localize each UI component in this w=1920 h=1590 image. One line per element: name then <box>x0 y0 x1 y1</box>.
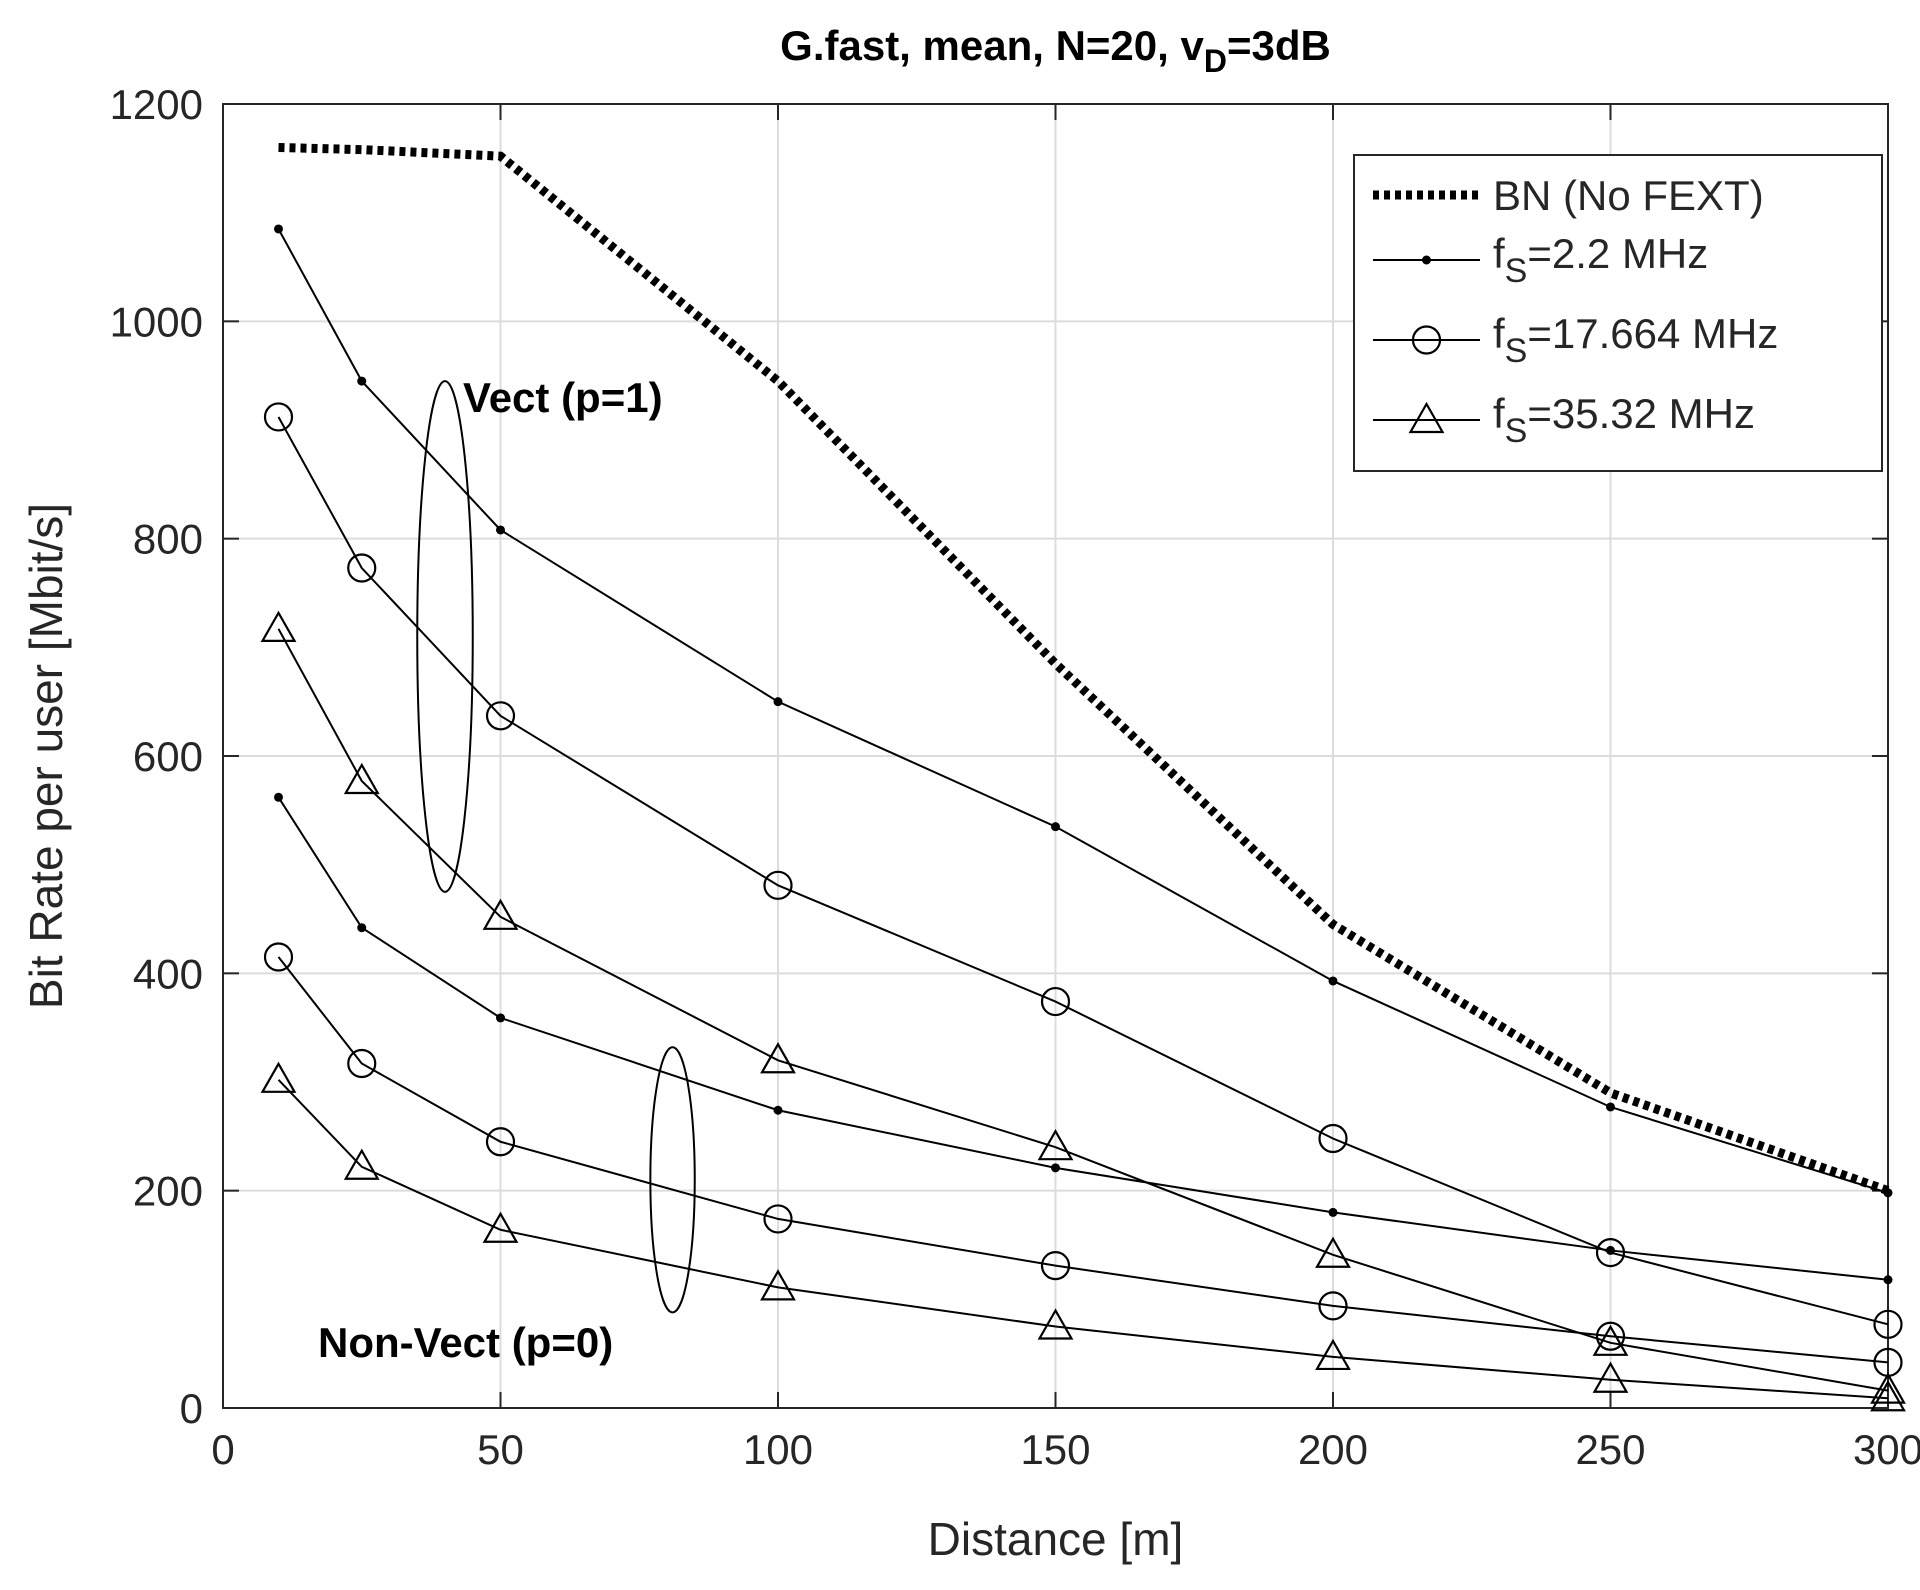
data-point-triangle <box>260 1061 297 1093</box>
series-6 <box>260 1061 1906 1412</box>
data-point-circle <box>1318 1291 1348 1321</box>
data-point-circle <box>263 402 294 432</box>
data-point-triangle <box>1870 1380 1906 1412</box>
legend-box <box>1353 154 1883 472</box>
data-point-circle <box>1318 1123 1348 1154</box>
data-point-dot <box>274 224 283 234</box>
data-point-dot <box>1051 822 1060 832</box>
data-point-circle <box>763 870 793 900</box>
series-line <box>277 796 1889 1281</box>
data-point-circle <box>263 942 294 972</box>
data-point-triangle <box>343 1148 380 1180</box>
series-line <box>277 228 1889 1194</box>
y-tick-label: 600 <box>133 733 203 780</box>
x-tick-label: 150 <box>1020 1426 1090 1473</box>
data-point-circle <box>485 1127 516 1157</box>
annotation-ellipse <box>649 1046 696 1314</box>
series-2 <box>263 402 1903 1339</box>
series-line <box>277 956 1889 1364</box>
data-point-dot <box>357 376 367 386</box>
legend-marker-circle <box>1411 325 1442 355</box>
data-point-triangle <box>1037 1308 1074 1340</box>
data-point-circle <box>1595 1321 1626 1351</box>
data-point-circle <box>347 553 377 583</box>
series-5 <box>263 942 1903 1377</box>
data-point-circle <box>1873 1309 1903 1339</box>
series-line <box>277 628 1889 1392</box>
data-point-circle <box>347 1048 377 1079</box>
series-line <box>277 1079 1889 1400</box>
data-point-dot <box>1328 976 1338 986</box>
x-tick-label: 50 <box>477 1426 524 1473</box>
data-point-triangle <box>482 898 519 930</box>
legend-label: fS=2.2 MHz <box>1493 230 1708 290</box>
data-point-triangle <box>1315 1236 1351 1268</box>
data-point-circle <box>1040 1251 1071 1281</box>
x-tick-label: 250 <box>1575 1426 1645 1473</box>
data-point-dot <box>773 697 783 707</box>
x-tick-label: 0 <box>211 1426 234 1473</box>
data-point-dot <box>274 792 283 802</box>
series-3 <box>260 610 1906 1404</box>
legend-marker-dot <box>1422 255 1431 265</box>
data-point-triangle <box>1592 1361 1629 1393</box>
legend-label: fS=35.32 MHz <box>1493 390 1755 450</box>
annotation-label: Non-Vect (p=0) <box>318 1319 613 1366</box>
data-point-triangle <box>760 1042 796 1074</box>
data-point-triangle <box>343 762 380 795</box>
x-tick-label: 300 <box>1853 1426 1920 1473</box>
data-point-triangle <box>1870 1372 1906 1404</box>
legend: BN (No FEXT) fS=2.2 MHz fS=17.664 MHz fS=35… <box>1353 154 1883 472</box>
data-point-dot <box>1883 1275 1893 1285</box>
data-point-dot <box>1606 1245 1615 1255</box>
data-point-circle <box>763 1204 793 1234</box>
legend-label: fS=17.664 MHz <box>1493 310 1778 370</box>
annotation-ellipse <box>416 380 474 893</box>
chart-title: G.fast, mean, N=20, vD=3dB <box>780 22 1331 79</box>
x-axis-label: Distance [m] <box>928 1513 1184 1565</box>
ticks: 0 50 100 150 200 250 300 0 200 400 600 800 1000 1200 <box>110 81 1920 1473</box>
data-point-dot <box>357 923 367 933</box>
data-point-triangle <box>482 1211 519 1243</box>
series-1 <box>274 224 1893 1198</box>
data-point-dot <box>1051 1163 1060 1173</box>
legend-label: BN (No FEXT) <box>1493 172 1764 219</box>
data-point-dot <box>1883 1188 1893 1198</box>
y-tick-label: 800 <box>133 516 203 563</box>
y-tick-label: 1000 <box>110 298 203 345</box>
y-tick-label: 200 <box>133 1168 203 1215</box>
series-4 <box>274 792 1893 1285</box>
data-point-dot <box>1606 1102 1615 1112</box>
data-point-triangle <box>1037 1128 1074 1161</box>
data-point-dot <box>1328 1207 1338 1217</box>
data-point-dot <box>773 1105 783 1115</box>
x-tick-label: 200 <box>1298 1426 1368 1473</box>
annotation-label: Vect (p=1) <box>463 374 663 421</box>
legend-marker-triangle <box>1408 401 1445 434</box>
data-point-circle <box>1040 986 1071 1017</box>
series-line <box>277 416 1889 1326</box>
data-point-dot <box>496 525 505 535</box>
data-point-triangle <box>760 1269 796 1301</box>
data-point-circle <box>1873 1347 1903 1377</box>
x-tick-label: 100 <box>743 1426 813 1473</box>
data-point-triangle <box>260 610 297 642</box>
y-axis-label: Bit Rate per user [Mbit/s] <box>20 503 72 1009</box>
data-point-dot <box>496 1013 505 1023</box>
y-tick-label: 0 <box>180 1385 203 1432</box>
y-tick-label: 1200 <box>110 81 203 128</box>
data-point-triangle <box>1315 1338 1351 1371</box>
y-tick-label: 400 <box>133 950 203 997</box>
data-point-triangle <box>1592 1324 1629 1356</box>
data-point-circle <box>485 701 516 731</box>
